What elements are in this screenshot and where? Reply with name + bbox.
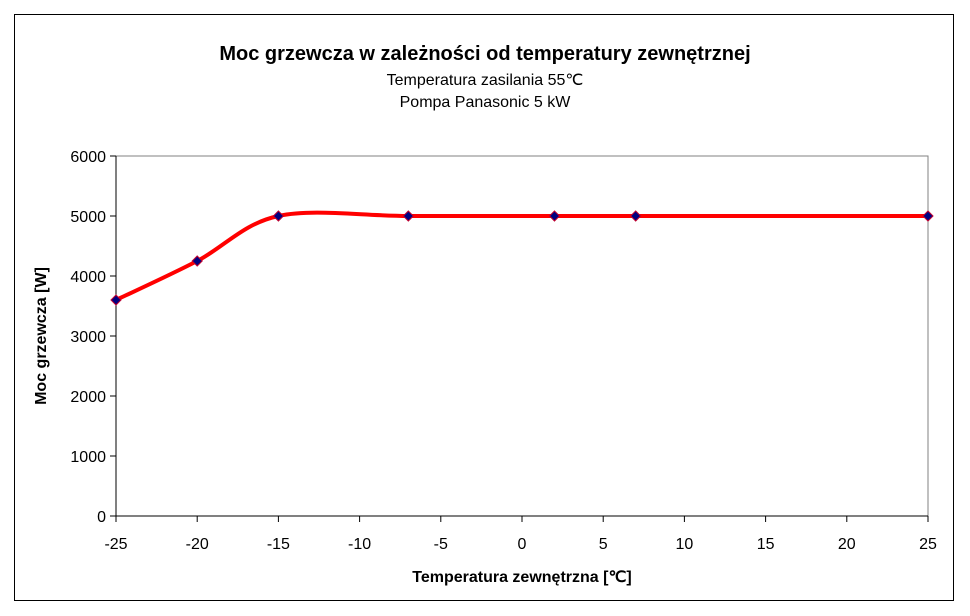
x-tick-label: 20 [838,536,856,553]
data-point-marker [191,255,203,267]
data-point-marker [548,210,561,222]
y-tick-label: 2000 [70,389,106,406]
x-tick-label: -20 [186,536,209,553]
plot-area [115,155,929,517]
y-axis-label: Moc grzewcza [W] [33,267,50,405]
chart-subtitle-2: Pompa Panasonic 5 kW [400,94,572,111]
x-tick-label: 5 [599,536,608,553]
x-tick-label: -10 [348,536,371,553]
series-line [115,210,928,302]
x-tick-label: 25 [919,536,937,553]
data-point-marker [402,210,415,222]
chart-title: Moc grzewcza w zależności od temperatury… [219,43,750,65]
y-tick-label: 6000 [70,149,106,166]
y-tick-label: 4000 [70,269,106,286]
chart-subtitle-1: Temperatura zasilania 55℃ [387,72,584,89]
x-tick-label: -25 [104,536,127,553]
data-point-marker [110,294,122,306]
x-tick-label: 10 [676,536,694,553]
x-axis-label: Temperatura zewnętrzna [℃] [412,569,632,586]
x-tick-label: 0 [518,536,527,553]
x-tick-label: 15 [757,536,775,553]
y-tick-label: 1000 [70,449,106,466]
y-tick-label: 3000 [70,329,106,346]
y-tick-label: 0 [97,509,106,526]
data-point-marker [922,210,934,222]
data-point-marker [272,210,285,222]
data-point-marker [629,210,642,222]
x-tick-label: -5 [434,536,448,553]
y-tick-label: 5000 [70,209,106,226]
chart-frame [14,14,954,601]
x-tick-label: -15 [267,536,290,553]
